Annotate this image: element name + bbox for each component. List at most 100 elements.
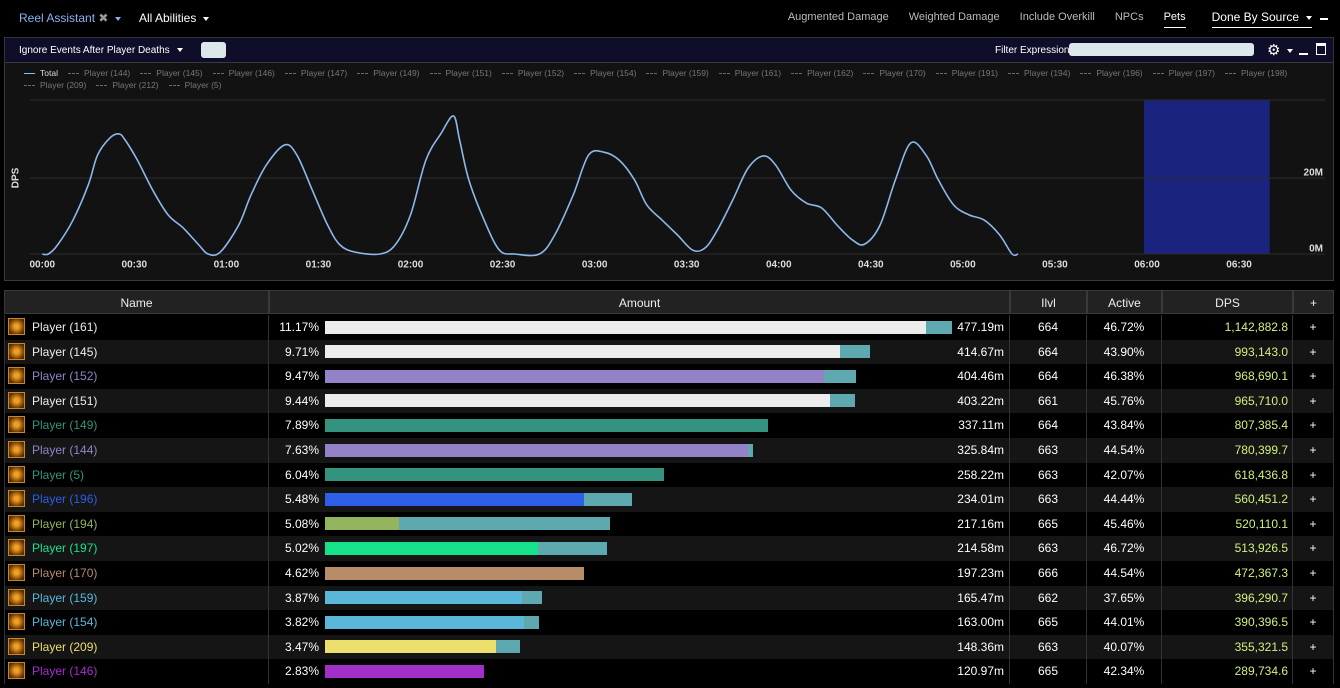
legend-entry[interactable]: Total <box>24 68 58 78</box>
cell: 807,385.4 <box>1162 413 1293 438</box>
legend-entry[interactable]: Player (197) <box>1152 68 1215 78</box>
legend-entry[interactable]: Player (170) <box>863 68 926 78</box>
legend-entry[interactable]: Player (145) <box>140 68 203 78</box>
player-name[interactable]: Player (144) <box>32 443 98 457</box>
player-name[interactable]: Player (151) <box>32 393 98 408</box>
toggle[interactable] <box>201 42 226 58</box>
player-name[interactable]: Player (154) <box>32 615 98 630</box>
maximize-icon[interactable] <box>1316 43 1326 55</box>
legend-entry[interactable]: Player (151) <box>429 68 492 78</box>
cell: Player (154) <box>4 610 269 635</box>
add-button[interactable]: + <box>1309 369 1317 384</box>
cell: 513,926.5 <box>1162 536 1293 561</box>
deaths-menu[interactable]: Ignore Events After Player Deaths <box>19 45 183 56</box>
settings-icon[interactable]: ⚙ <box>1267 41 1293 59</box>
source-menu[interactable]: Done By Source <box>1211 10 1312 28</box>
tab[interactable]: Include Overkill <box>1019 11 1095 23</box>
column-header: Active <box>1087 290 1162 314</box>
add-button[interactable]: + <box>1309 566 1317 580</box>
legend-entry[interactable]: Player (5) <box>168 80 221 90</box>
percent: 3.82% <box>284 615 319 630</box>
legend-entry[interactable]: Player (147) <box>284 68 347 78</box>
ilvl: 664 <box>1037 418 1059 433</box>
cell: 43.84% <box>1087 413 1162 438</box>
tab[interactable]: Augmented Damage <box>787 11 889 23</box>
legend-label: Total <box>40 68 58 78</box>
add-button[interactable]: + <box>1309 344 1317 359</box>
legend-entry[interactable]: Player (162) <box>791 68 853 78</box>
player-name[interactable]: Player (194) <box>32 516 98 531</box>
player-name[interactable]: Player (196) <box>32 492 98 507</box>
legend-entry[interactable]: Player (209) <box>24 80 86 90</box>
player-name[interactable]: Player (159) <box>32 590 98 605</box>
legend-entry[interactable]: Player (194) <box>1008 68 1070 78</box>
class-icon <box>8 539 25 557</box>
abilities-menu[interactable]: All Abilities <box>139 11 209 25</box>
amount-bar <box>325 320 926 334</box>
add-button[interactable]: + <box>1309 492 1317 507</box>
legend-entry[interactable]: Player (159) <box>646 68 709 78</box>
legend-entry[interactable]: Player (146) <box>212 68 275 78</box>
player-name[interactable]: Player (161) <box>32 320 98 334</box>
player-name[interactable]: Player (170) <box>32 566 98 580</box>
legend-entry[interactable]: Player (196) <box>1080 68 1143 78</box>
add-button[interactable]: + <box>1309 320 1317 334</box>
legend-entry[interactable]: Player (144) <box>67 68 130 78</box>
add-button[interactable]: + <box>1309 639 1317 654</box>
player-name[interactable]: Player (146) <box>32 664 98 679</box>
amount-bar <box>325 418 768 432</box>
legend-entry[interactable]: Player (191) <box>935 68 998 78</box>
amount-bar <box>325 369 824 383</box>
add-button[interactable]: + <box>1309 418 1317 433</box>
player-name[interactable]: Player (209) <box>32 639 98 654</box>
legend-swatch <box>646 72 658 74</box>
cell: + <box>1293 339 1334 365</box>
player-name[interactable]: Player (149) <box>32 418 98 433</box>
x-tick-label: 04:00 <box>766 260 792 271</box>
cell: 3.87% 165.47m <box>269 585 1010 611</box>
legend-entry[interactable]: Player (149) <box>357 68 420 78</box>
ilvl: 663 <box>1037 467 1059 482</box>
minimize-icon[interactable] <box>1320 10 1328 20</box>
add-button[interactable]: + <box>1309 615 1317 630</box>
player-name[interactable]: Player (145) <box>32 344 98 359</box>
report-name[interactable]: Reel Assistant ✖ <box>19 11 121 25</box>
amount: 148.36m <box>957 639 1004 654</box>
add-button[interactable]: + <box>1309 541 1317 556</box>
add-button[interactable]: + <box>1309 467 1317 482</box>
add-button[interactable]: + <box>1309 590 1317 605</box>
player-name[interactable]: Player (197) <box>32 541 98 556</box>
legend-swatch <box>791 72 803 74</box>
close-icon[interactable]: ✖ <box>98 11 109 25</box>
percent: 5.02% <box>284 541 319 556</box>
active: 45.46% <box>1103 516 1145 531</box>
add-button[interactable]: + <box>1309 664 1317 679</box>
tab[interactable]: Weighted Damage <box>908 11 1000 23</box>
add-button[interactable]: + <box>1309 393 1317 408</box>
add-button[interactable]: + <box>1309 443 1317 457</box>
player-name[interactable]: Player (152) <box>32 369 98 384</box>
class-icon <box>8 391 25 409</box>
cell: + <box>1293 388 1334 414</box>
filter-input[interactable] <box>1069 43 1254 56</box>
legend-label: Player (198) <box>1240 68 1288 78</box>
player-name[interactable]: Player (5) <box>32 467 85 482</box>
tab[interactable]: NPCs <box>1114 11 1144 23</box>
cell: 46.72% <box>1087 536 1162 561</box>
tab[interactable]: Pets <box>1163 11 1186 28</box>
legend-entry[interactable]: Player (154) <box>574 68 636 78</box>
add-button[interactable]: + <box>1309 516 1317 531</box>
class-icon <box>8 441 25 458</box>
legend-swatch <box>1152 72 1164 74</box>
amount-bar <box>325 664 484 678</box>
legend-swatch <box>935 72 947 74</box>
legend-entry[interactable]: Player (198) <box>1224 68 1288 78</box>
dps: 472,367.3 <box>1234 566 1288 580</box>
legend-entry[interactable]: Player (152) <box>501 68 564 78</box>
legend-entry[interactable]: Player (212) <box>96 80 159 90</box>
legend-entry[interactable]: Player (161) <box>718 68 781 78</box>
cell: 44.44% <box>1087 487 1162 512</box>
minimize-icon[interactable] <box>1299 44 1308 55</box>
ilvl: 662 <box>1037 590 1059 605</box>
active: 43.84% <box>1103 418 1145 433</box>
